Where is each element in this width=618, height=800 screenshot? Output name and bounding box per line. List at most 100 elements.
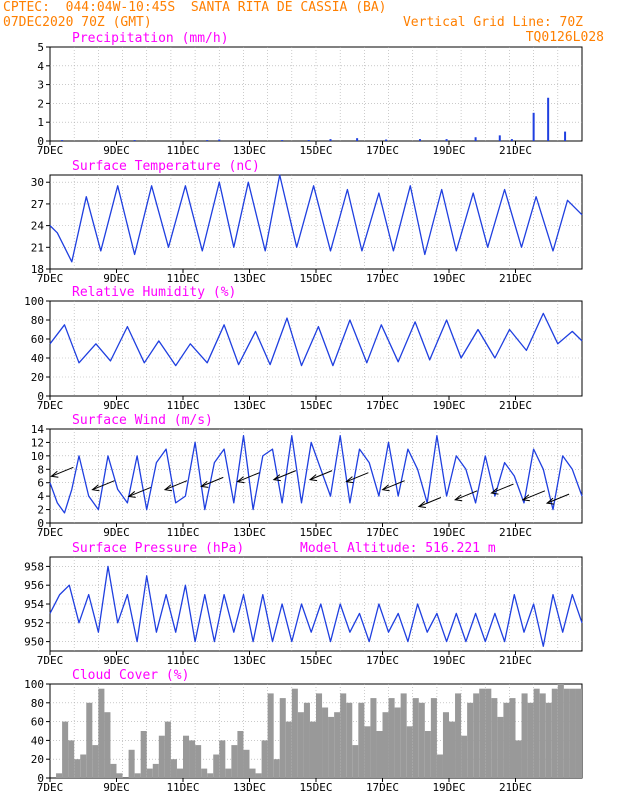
surface-pressure-xtick-label: 11DEC [166, 654, 199, 667]
cloud-cover-bar [418, 702, 425, 778]
cloud-cover-bar [539, 693, 546, 778]
cloud-cover-bar [92, 745, 99, 778]
cloud-cover-bar [297, 712, 304, 778]
header: CPTEC: 044:04W-10:45S SANTA RITA DE CASS… [0, 0, 618, 48]
relative-humidity-xtick-label: 17DEC [366, 399, 399, 412]
header-grid-line: Vertical Grid Line: 70Z [402, 15, 583, 30]
surface-wind-wind-arrowhead [545, 497, 555, 505]
cloud-cover-bar [521, 693, 528, 778]
surface-pressure-subtitle: Model Altitude: 516.221 m [300, 541, 496, 556]
cloud-cover-bar [334, 712, 341, 778]
surface-wind-xtick-label: 13DEC [233, 526, 266, 539]
surface-pressure-xtick-label: 19DEC [432, 654, 465, 667]
surface-pressure-xtick-label: 21DEC [499, 654, 532, 667]
cloud-cover-bar [515, 740, 522, 778]
surface-temperature-xtick-label: 7DEC [37, 272, 64, 285]
surface-wind-wind-arrow [128, 486, 151, 497]
cloud-cover-bar [261, 740, 268, 778]
cloud-cover-bar [201, 768, 208, 778]
cloud-cover-bar [110, 763, 117, 778]
precipitation-bar [418, 139, 421, 141]
cloud-cover-bar [479, 688, 486, 778]
relative-humidity-series-line [49, 312, 583, 367]
precipitation-bar [61, 140, 64, 141]
cloud-cover-bar [545, 702, 552, 778]
precipitation-bar [356, 138, 359, 141]
surface-pressure-xtick-label: 17DEC [366, 654, 399, 667]
precipitation-bar [307, 140, 310, 141]
cloud-cover-ytick-label: 0 [37, 772, 44, 785]
cloud-cover-bar [557, 684, 564, 778]
cloud-cover-bar [400, 693, 407, 778]
cloud-cover-bar [170, 759, 177, 778]
surface-pressure-xtick-label: 15DEC [299, 654, 332, 667]
surface-wind-wind-arrowhead [163, 484, 173, 492]
cloud-cover-bar [406, 726, 413, 778]
surface-wind-ytick-label: 4 [37, 490, 44, 503]
surface-wind-wind-arrowhead [272, 474, 281, 482]
precipitation-frame [49, 46, 583, 142]
surface-pressure-xtick-label: 13DEC [233, 654, 266, 667]
relative-humidity-xtick-label: 21DEC [499, 399, 532, 412]
relative-humidity-ytick-label: 40 [31, 352, 44, 365]
surface-temperature-xtick-label: 17DEC [366, 272, 399, 285]
cloud-cover-bar [195, 745, 202, 778]
cloud-cover-bar [285, 721, 292, 778]
surface-temperature-xtick-label: 9DEC [103, 272, 130, 285]
surface-temperature-ytick-label: 24 [31, 220, 45, 233]
precipitation-ytick-label: 3 [37, 79, 44, 92]
cloud-cover-ytick-label: 60 [31, 716, 44, 729]
surface-wind-wind-arrow [273, 470, 297, 481]
cloud-cover-bar [424, 731, 431, 778]
cloud-cover-bar [146, 768, 153, 778]
precipitation-ytick-label: 0 [37, 135, 44, 148]
relative-humidity-ytick-label: 100 [24, 295, 44, 308]
precipitation-bar [547, 97, 550, 141]
cloud-cover-ytick-label: 80 [31, 697, 44, 710]
cloud-cover-bar [176, 768, 183, 778]
cloud-cover-bar [430, 698, 437, 778]
relative-humidity-title: Relative Humidity (%) [72, 285, 236, 300]
cloud-cover-bar [340, 693, 347, 778]
cloud-cover-bar [352, 745, 359, 778]
cloud-cover-bar [575, 688, 582, 778]
precipitation-bar [281, 140, 284, 141]
cloud-cover-bar [370, 698, 377, 778]
surface-wind-wind-arrow [51, 466, 74, 477]
surface-wind-wind-arrow [309, 470, 333, 481]
relative-humidity-xtick-label: 13DEC [233, 399, 266, 412]
relative-humidity-xtick-label: 15DEC [299, 399, 332, 412]
surface-wind-wind-arrowhead [521, 494, 530, 502]
cloud-cover-bar [442, 712, 449, 778]
surface-temperature-xtick-label: 11DEC [166, 272, 199, 285]
surface-wind-wind-arrow [237, 472, 260, 483]
relative-humidity-ytick-label: 0 [37, 390, 44, 403]
cloud-cover-title: Cloud Cover (%) [72, 668, 189, 683]
cloud-cover-bar [98, 688, 105, 778]
cloud-cover-bar [412, 698, 419, 778]
surface-pressure-series-line [49, 565, 583, 647]
cloud-cover-bar [491, 698, 498, 778]
cloud-cover-bar [116, 773, 123, 778]
precipitation-ytick-label: 4 [37, 60, 44, 73]
cloud-cover-bar [316, 693, 323, 778]
precipitation-bar [133, 140, 136, 141]
cloud-cover-bar [255, 773, 262, 778]
relative-humidity-xtick-label: 9DEC [103, 399, 130, 412]
surface-wind-wind-arrow [164, 480, 188, 491]
surface-temperature-ytick-label: 30 [31, 176, 44, 189]
precipitation-bar [329, 139, 332, 141]
precipitation-bar [445, 139, 448, 141]
cloud-cover-xtick-label: 11DEC [166, 781, 199, 794]
surface-wind-wind-arrow [491, 483, 514, 494]
precipitation-bar [564, 131, 567, 141]
surface-wind-wind-arrowhead [490, 487, 499, 495]
surface-wind-wind-arrow [346, 472, 369, 483]
precipitation-xtick-label: 7DEC [37, 144, 64, 157]
cloud-cover-bar [322, 707, 329, 778]
surface-temperature-title: Surface Temperature (nC) [72, 159, 260, 174]
cloud-cover-bar [56, 773, 63, 778]
surface-pressure-ytick-label: 952 [24, 617, 44, 630]
cloud-cover-bar [273, 759, 280, 778]
relative-humidity-ytick-label: 60 [31, 333, 44, 346]
